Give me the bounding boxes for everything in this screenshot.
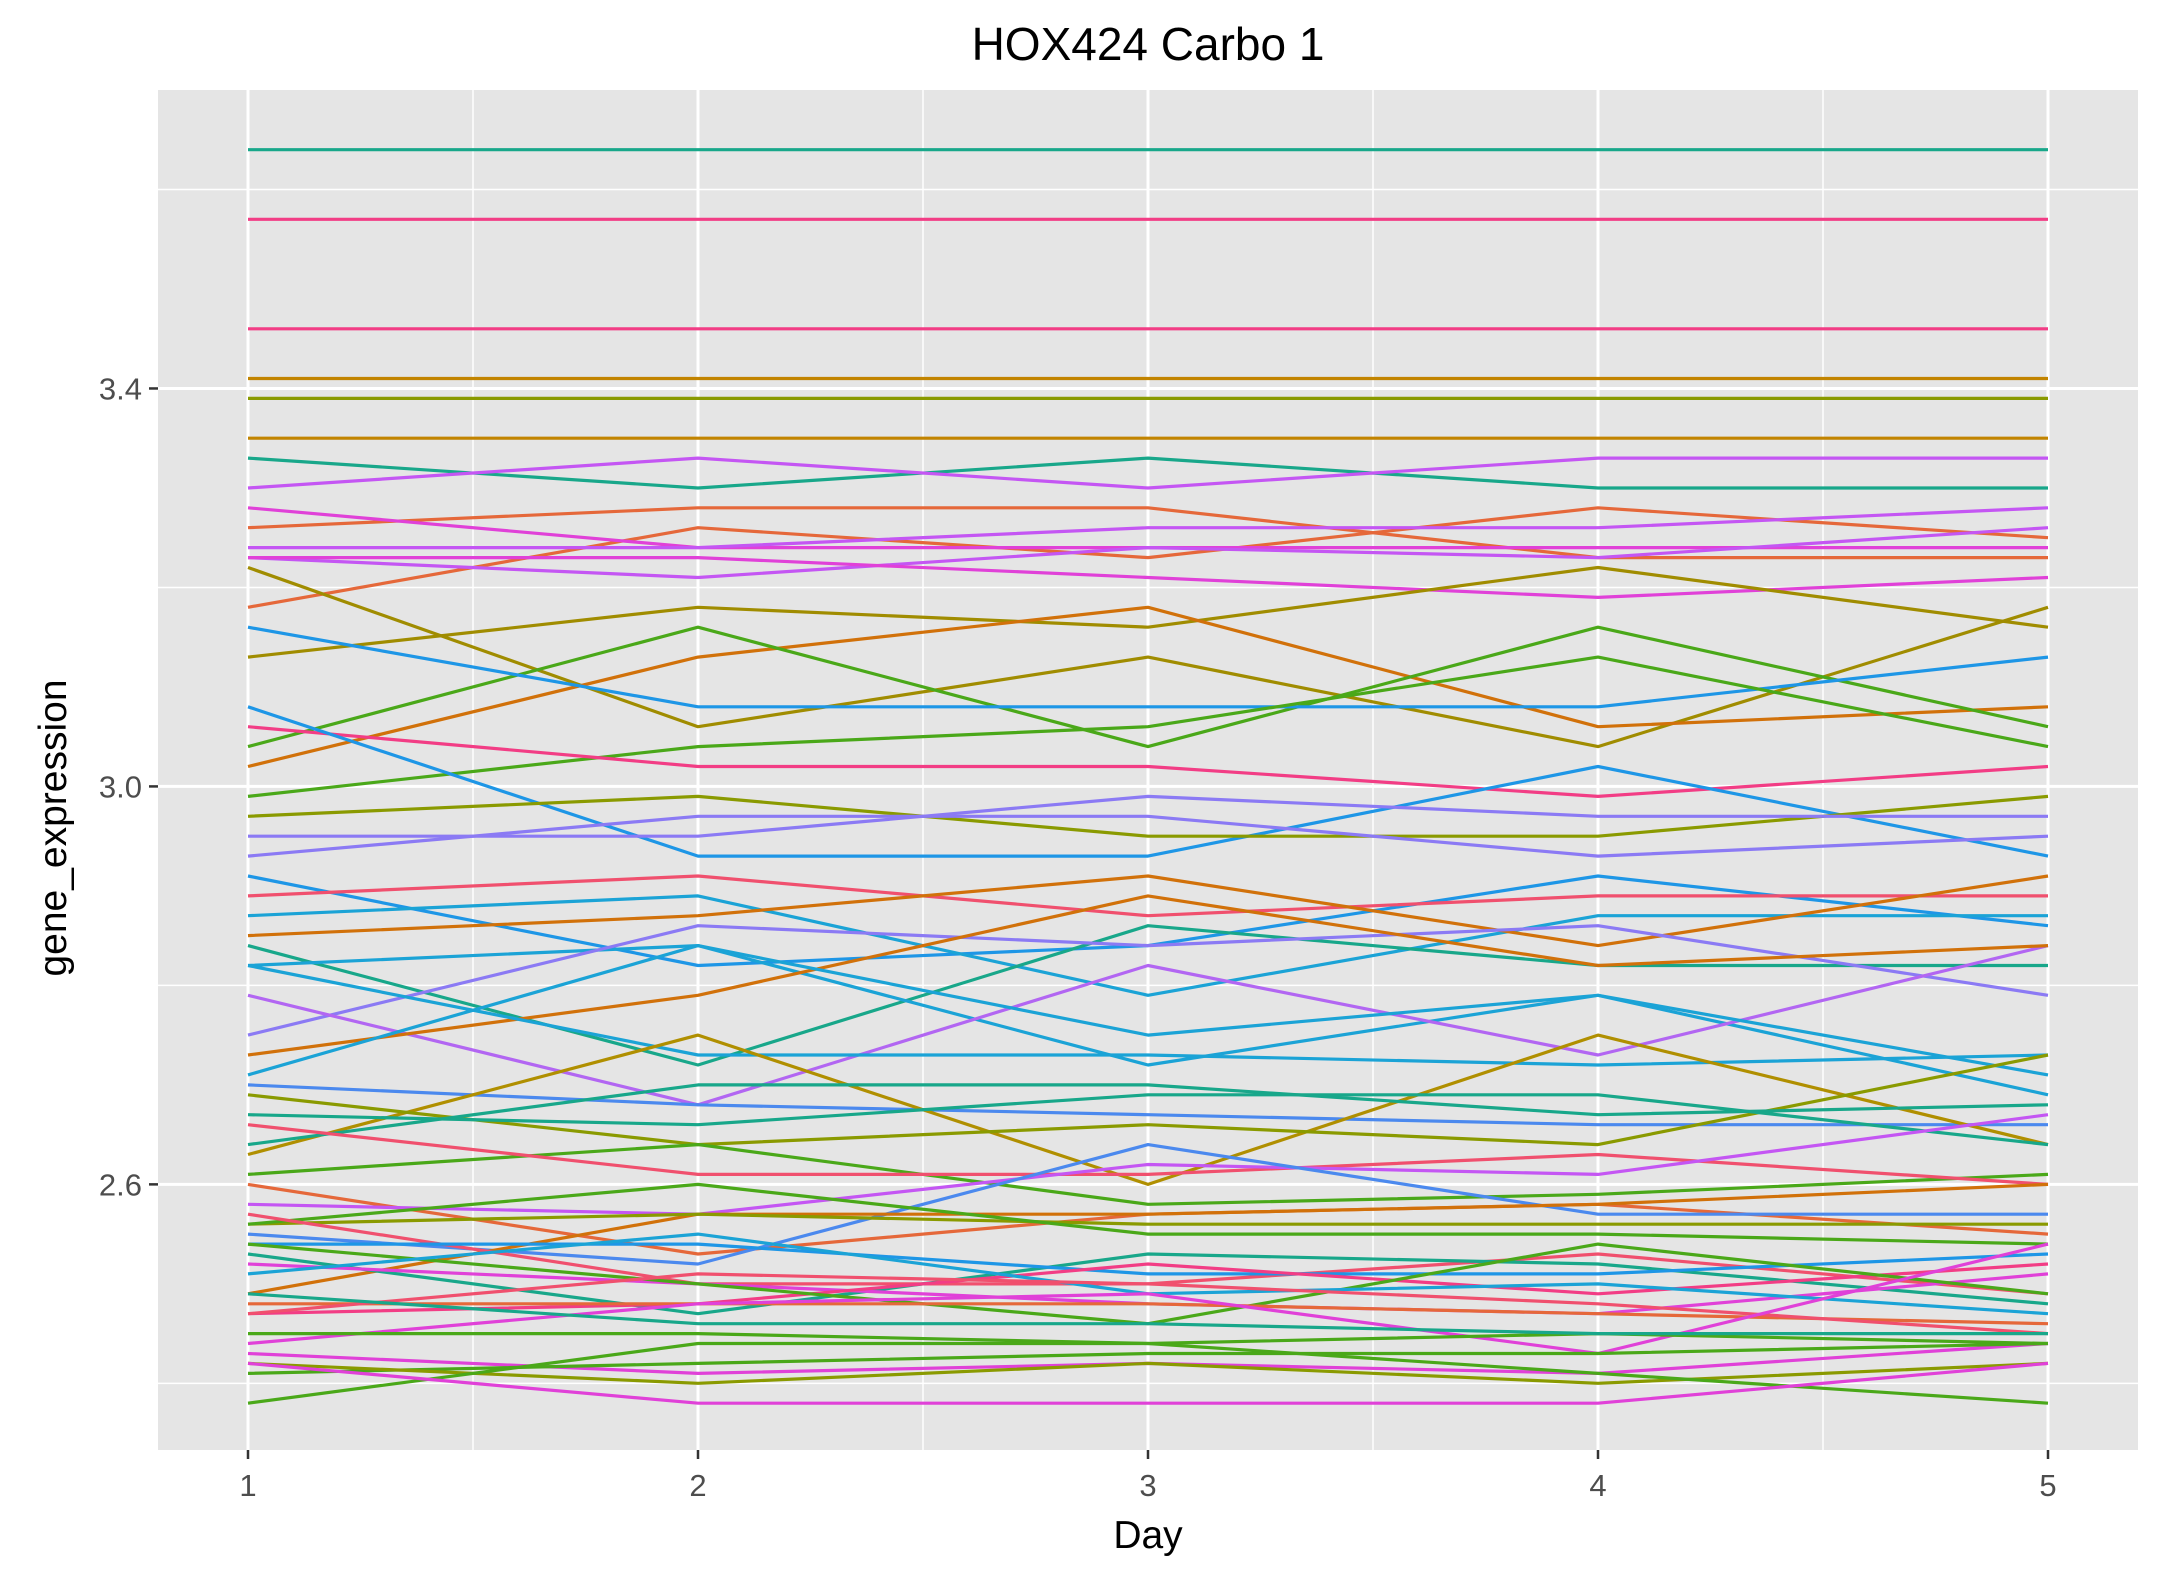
series-line-7	[247, 456, 2048, 490]
x-tick-label: 4	[1589, 1468, 1606, 1503]
series-line-61	[247, 1292, 2048, 1336]
x-tick-label: 5	[2039, 1468, 2056, 1503]
series-line-47	[247, 1182, 2049, 1296]
series-line-21	[247, 725, 2049, 799]
x-tick-label: 2	[689, 1468, 706, 1503]
series-line-28	[247, 894, 2048, 997]
series-line-52	[248, 1242, 2049, 1276]
series-line-14	[248, 555, 2049, 600]
grid-lines	[158, 90, 2138, 1450]
y-axis-title: gene_expression	[32, 679, 75, 976]
x-tick-label: 3	[1139, 1468, 1156, 1503]
series-line-24	[248, 794, 2048, 838]
series-line-31	[247, 943, 2049, 1097]
series-line-17	[247, 605, 2049, 769]
series-line-22	[247, 705, 2049, 858]
chart-title: HOX424 Carbo 1	[972, 18, 1325, 70]
series-line-51	[247, 1252, 2049, 1316]
series-line-15	[247, 565, 2049, 749]
y-tick-label: 3.0	[99, 769, 142, 804]
x-tick-label: 1	[239, 1468, 256, 1503]
series-line-20	[247, 655, 2049, 798]
series-line-25	[247, 814, 2049, 858]
series-line-63	[247, 1341, 2049, 1375]
series-line-59	[247, 1242, 2049, 1356]
series-line-39	[247, 1053, 2049, 1147]
series-line-65	[247, 1341, 2049, 1405]
series-line-16	[247, 565, 2049, 659]
series-line-64	[247, 1361, 2049, 1385]
series-line-29	[247, 874, 2049, 948]
axes: 2.6 3.0 3.4 1 2 3 4 5	[99, 371, 2057, 1503]
series-line-27	[247, 874, 2048, 918]
series-line-41	[247, 1093, 2049, 1147]
series-lines	[247, 148, 2049, 1405]
series-line-8	[247, 456, 2048, 490]
series-line-42	[247, 1142, 2049, 1206]
series-line-23	[247, 794, 2049, 838]
series-line-66	[247, 1361, 2049, 1405]
y-tick-label: 3.4	[99, 371, 142, 406]
series-line-36	[247, 963, 2049, 1067]
series-line-35	[247, 943, 2049, 1077]
x-axis-title: Day	[1113, 1514, 1183, 1557]
series-line-38	[247, 1033, 2049, 1187]
series-line-54	[247, 1262, 2049, 1316]
series-line-49	[247, 1182, 2049, 1246]
series-line-19	[247, 625, 2049, 709]
series-line-13	[247, 526, 2049, 580]
series-line-58	[247, 1272, 2049, 1336]
series-line-12	[248, 506, 2049, 550]
series-line-10	[247, 506, 2049, 609]
series-line-18	[247, 625, 2049, 749]
series-line-46	[247, 1142, 2048, 1266]
series-line-33	[247, 944, 2049, 1107]
series-line-9	[247, 506, 2048, 560]
series-line-43	[247, 1123, 2049, 1186]
series-line-48	[247, 1212, 2048, 1226]
series-line-32	[247, 924, 2049, 1037]
series-line-37	[247, 1083, 2048, 1127]
series-line-34	[247, 894, 2049, 1057]
y-tick-label: 2.6	[99, 1167, 142, 1202]
series-line-45	[247, 1113, 2049, 1216]
